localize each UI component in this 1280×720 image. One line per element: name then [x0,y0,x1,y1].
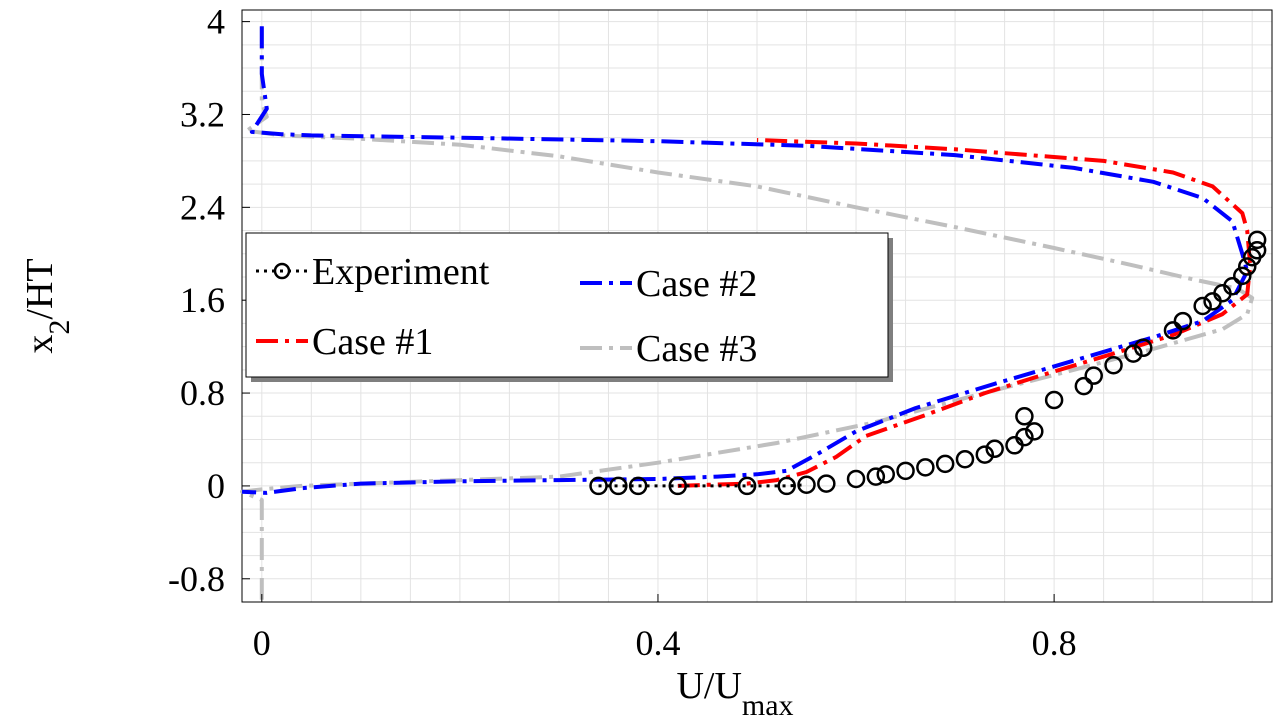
series-experiment [589,230,1267,496]
legend-label: Experiment [312,251,490,293]
y-tick-label: 4 [207,2,225,42]
x-tick-label: 0.8 [1032,623,1077,663]
series-case-2 [241,26,1250,495]
data-point [1247,241,1267,260]
y-tick-label: -0.8 [168,559,225,599]
data-point [668,476,688,496]
data-point [797,475,816,495]
y-axis-title-sub: 2 [43,320,76,335]
x-axis-title: U/Umax [676,665,793,720]
data-point [896,461,915,481]
data-point [609,476,628,496]
data-point [935,454,955,474]
data-point [1104,355,1123,375]
legend-item: Experiment [256,251,490,293]
data-point [737,476,757,496]
data-point [1074,376,1094,396]
legend-item: Case #3 [580,328,757,370]
x-axis-title-sub: max [742,689,794,720]
y-axis-title-suffix: /HT [19,258,61,319]
data-point [1134,338,1153,358]
data-point [1247,230,1267,250]
y-tick-label: 2.4 [180,187,225,227]
x-tick-label: 0.4 [635,623,680,663]
data-point [1044,390,1064,410]
data-point [1015,407,1034,426]
y-tick-label: 0.8 [180,373,225,413]
legend-item: Case #1 [256,321,433,363]
data-point [817,474,836,493]
data-point [985,439,1004,459]
data-point [866,467,886,486]
x-axis-title-main: U/U [676,665,741,707]
y-tick-label: 3.2 [180,94,225,134]
data-point [1233,266,1252,286]
data-point [846,469,866,489]
series-line [677,138,1253,488]
y-axis-title-main: x [19,335,61,354]
plot-frame [241,9,1273,603]
x-tick-label: 0 [253,623,271,663]
legend-box [245,232,889,378]
legend-item: Case #2 [580,263,757,305]
data-point [1237,257,1257,276]
data-point [1124,344,1143,363]
legend-marker [273,262,291,280]
data-point [1173,311,1193,331]
data-point [777,476,796,496]
series-case-1 [677,138,1253,488]
data-point [1223,277,1242,296]
data-point [628,476,648,496]
tick-layer: 0 0.4 0.8 4 3.2 2.4 1.6 0.8 0 -0.8 [168,2,1077,663]
y-tick-label: 1.6 [180,280,225,320]
data-point [876,465,895,484]
data-point [1015,427,1034,447]
data-point [1084,366,1103,385]
series-line [241,26,1250,495]
legend-label: Case #2 [636,263,757,305]
data-point [589,476,608,496]
legend-label: Case #1 [312,321,433,363]
data-point [1163,321,1183,340]
data-point [916,458,935,477]
legend: Experiment Case #2 Case #1 Case #3 [245,232,893,382]
series-layer [240,26,1267,600]
y-tick-label: 0 [207,466,225,506]
data-point [975,445,995,464]
legend-label: Case #3 [636,328,757,370]
data-point [955,449,975,469]
data-point [1193,296,1212,316]
y-axis-title: x2/HT [19,258,76,353]
data-point [1025,422,1044,441]
